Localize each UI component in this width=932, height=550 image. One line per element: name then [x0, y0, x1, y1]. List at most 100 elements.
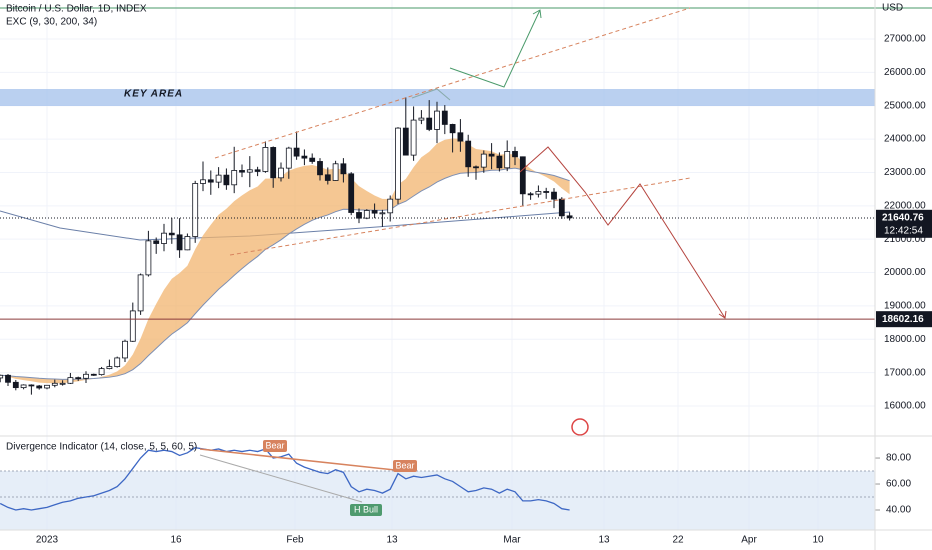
signal-tag	[263, 440, 287, 452]
candle-body	[12, 381, 19, 389]
trend-line	[229, 177, 691, 256]
candle-body	[254, 169, 261, 172]
flag-icon[interactable]	[571, 418, 589, 436]
signal-label: H Bull	[354, 504, 378, 514]
last-price-label: 21640.76	[882, 212, 924, 223]
candle-body	[285, 147, 292, 169]
candle-body	[59, 382, 66, 385]
indicator-title: EXC (9, 30, 200, 34)	[6, 17, 97, 28]
price-axis: 16000.00 17000.00 18000.00 19000.00 20000.00…	[876, 34, 932, 412]
candle-body	[161, 232, 167, 244]
candle-body	[488, 153, 495, 157]
candle-body	[44, 384, 50, 389]
bear-divergence	[199, 448, 396, 471]
candle-body	[363, 210, 370, 219]
candle-body	[129, 310, 136, 342]
candle-body	[371, 210, 378, 214]
candle-body	[239, 170, 245, 173]
y-tick-label: 16000.00	[884, 401, 926, 412]
candle-body	[457, 132, 464, 142]
candle-body	[348, 173, 355, 213]
candle-body	[519, 156, 526, 195]
candle-body	[379, 212, 386, 215]
candle-body	[200, 179, 206, 184]
ribbon-fill	[0, 138, 570, 384]
candle-body	[215, 174, 222, 183]
candle-body	[395, 127, 401, 200]
x-tick-label: 16	[170, 535, 182, 546]
candle-body	[223, 174, 230, 186]
candle-body	[168, 232, 175, 236]
signal-tag	[393, 460, 417, 472]
candle-body	[496, 155, 503, 169]
signal-label: Bear	[265, 440, 284, 450]
candle-body	[309, 157, 316, 162]
currency: USD	[882, 3, 903, 14]
countdown-label: 12:42:54	[884, 225, 923, 236]
candle-body	[207, 179, 214, 183]
y-tick-label: 22000.00	[884, 200, 926, 211]
key-area-label: KEY AREA	[124, 89, 183, 100]
candle-body	[122, 340, 128, 359]
candle-body	[465, 140, 472, 168]
candle-body	[83, 373, 89, 379]
x-tick-label: Feb	[286, 535, 304, 546]
x-tick-label: Mar	[503, 535, 521, 546]
candle-body	[356, 212, 362, 219]
level-box	[876, 311, 932, 328]
projection-up	[449, 9, 542, 88]
y-tick-label: 20000.00	[884, 267, 926, 278]
lower-tick-label: 40.00	[886, 505, 911, 516]
y-tick-label: 21000.00	[884, 234, 926, 245]
candle-body	[114, 357, 121, 368]
candle-body	[527, 193, 534, 196]
y-tick-label: 23000.00	[884, 167, 926, 178]
candle-body	[317, 161, 323, 176]
drawings	[214, 7, 727, 319]
x-tick-label: Apr	[741, 535, 757, 546]
candle-body	[434, 110, 440, 130]
x-tick-label: 13	[386, 535, 398, 546]
candle-body	[449, 124, 456, 134]
candle-body	[51, 382, 58, 386]
x-tick-label: 10	[812, 535, 824, 546]
candle-body	[28, 384, 35, 387]
candle-body	[566, 215, 573, 219]
candle-body	[184, 236, 191, 251]
candle-body	[67, 377, 74, 384]
ema-ribbon	[0, 138, 570, 384]
y-tick-label: 27000.00	[884, 34, 926, 45]
key-area-band	[0, 89, 875, 106]
candle-body	[262, 147, 269, 172]
candle-body	[145, 240, 152, 276]
candle-body	[512, 151, 518, 158]
candle-body	[301, 155, 308, 159]
ema-slow	[0, 167, 570, 380]
candle-body	[270, 147, 277, 179]
candle-body	[324, 174, 331, 181]
candle-body	[426, 117, 433, 130]
y-tick-label: 24000.00	[884, 134, 926, 145]
candle-body	[5, 374, 11, 383]
candle-body	[387, 198, 394, 214]
candle-body	[278, 167, 284, 179]
peak-line	[411, 88, 451, 101]
candle-body	[293, 147, 300, 157]
time-axis: 2023 16 Feb 13 Mar 13 22 Apr 10	[36, 535, 824, 546]
candles	[0, 97, 573, 395]
signal-tag	[350, 504, 382, 516]
symbol-title: Bitcoin / U.S. Dollar, 1D, INDEX	[6, 4, 147, 15]
candle-body	[176, 234, 183, 251]
trend-line	[214, 7, 691, 159]
x-tick-label: 13	[598, 535, 610, 546]
candle-body	[418, 117, 425, 121]
y-tick-label: 17000.00	[884, 367, 926, 378]
candle-body	[192, 183, 199, 237]
candle-body	[0, 374, 4, 379]
divergence-line	[0, 446, 570, 511]
candle-body	[504, 151, 511, 169]
lower-tick-label: 60.00	[886, 479, 911, 490]
candle-body	[90, 373, 97, 376]
candle-body	[340, 163, 347, 175]
